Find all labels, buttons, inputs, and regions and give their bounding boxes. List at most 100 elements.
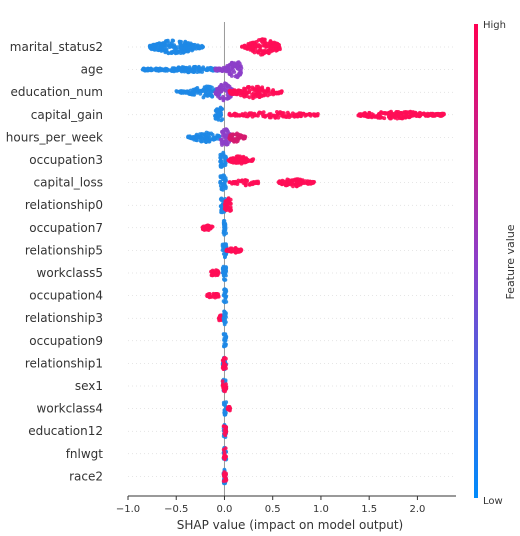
shap-point — [255, 180, 260, 185]
shap-point — [159, 44, 163, 49]
shap-point — [220, 117, 225, 122]
shap-point — [220, 379, 225, 384]
shap-point — [245, 91, 249, 96]
shap-point — [247, 111, 252, 116]
shap-point — [239, 66, 244, 70]
shap-point — [223, 290, 228, 295]
feature-label: occupation3 — [29, 153, 103, 167]
shap-point — [405, 110, 410, 115]
shap-point — [408, 111, 413, 116]
shap-point — [223, 270, 228, 275]
shap-point — [219, 162, 224, 167]
shap-point — [191, 92, 196, 97]
shap-point — [206, 228, 211, 233]
shap-point — [200, 227, 205, 231]
shap-point — [213, 66, 218, 71]
shap-point — [222, 338, 226, 342]
shap-point — [218, 175, 223, 180]
shap-point — [222, 332, 226, 337]
shap-point — [260, 51, 265, 56]
shap-point — [215, 270, 220, 274]
shap-point — [218, 96, 223, 100]
shap-point — [197, 66, 202, 71]
shap-point — [239, 248, 244, 252]
shap-point — [234, 132, 238, 137]
shap-point — [431, 113, 436, 118]
shap-point — [246, 85, 251, 89]
shap-point — [222, 363, 227, 367]
shap-point — [241, 113, 246, 118]
shap-point — [235, 66, 240, 71]
colorbar-gradient — [474, 24, 478, 498]
feature-label: education_num — [11, 85, 103, 99]
shap-point — [273, 47, 278, 51]
shap-point — [231, 68, 236, 72]
shap-point — [224, 127, 229, 132]
shap-point — [280, 182, 285, 187]
shap-point — [240, 45, 244, 49]
shap-point — [193, 89, 198, 94]
shap-point — [258, 37, 263, 42]
shap-point — [226, 405, 231, 410]
feature-label: education12 — [28, 424, 103, 438]
feature-label: capital_gain — [31, 108, 103, 122]
shap-point — [223, 156, 228, 160]
shap-point — [164, 43, 169, 48]
shap-point — [267, 112, 272, 116]
shap-point — [240, 178, 245, 183]
shap-point — [244, 181, 249, 186]
shap-point — [387, 114, 392, 119]
shap-point — [293, 178, 298, 183]
shap-point — [297, 111, 302, 116]
shap-point — [261, 110, 266, 115]
shap-point — [228, 246, 233, 251]
shap-point — [223, 446, 228, 451]
shap-point — [220, 107, 225, 111]
shap-point — [254, 88, 258, 93]
shap-point — [233, 111, 237, 116]
shap-point — [210, 268, 215, 273]
shap-point — [221, 140, 226, 144]
feature-label: fnlwgt — [66, 447, 104, 461]
feature-label: marital_status2 — [10, 40, 103, 54]
shap-point — [242, 87, 247, 92]
shap-point — [211, 137, 216, 142]
shap-point — [251, 96, 255, 101]
shap-point — [169, 50, 174, 54]
shap-point — [235, 180, 240, 185]
shap-point — [221, 173, 226, 178]
shap-point — [221, 188, 225, 192]
shap-point — [234, 154, 239, 159]
x-tick-label: 1.0 — [313, 504, 329, 515]
shap-point — [220, 69, 225, 73]
shap-point — [235, 139, 240, 144]
shap-point — [256, 50, 261, 55]
shap-point — [301, 111, 306, 116]
shap-point — [280, 111, 285, 115]
shap-point — [233, 74, 238, 79]
shap-point — [223, 81, 227, 86]
shap-point — [222, 457, 227, 461]
shap-point — [222, 96, 227, 101]
shap-point — [286, 179, 291, 183]
shap-point — [375, 113, 380, 118]
shap-point — [226, 196, 231, 201]
x-tick-label: 0.0 — [217, 504, 233, 515]
shap-point — [302, 181, 307, 186]
shap-point — [274, 113, 279, 118]
shap-point — [358, 112, 363, 116]
feature-label: occupation9 — [29, 334, 103, 348]
shap-point — [223, 176, 228, 180]
shap-point — [207, 138, 212, 143]
shap-point — [417, 110, 422, 115]
shap-point — [207, 88, 212, 93]
shap-point — [298, 180, 302, 185]
shap-point — [262, 89, 267, 94]
shap-point — [191, 46, 196, 50]
shap-point — [407, 115, 412, 120]
shap-point — [219, 82, 224, 87]
x-tick-label: 2.0 — [409, 504, 425, 515]
shap-point — [252, 113, 257, 118]
shap-point — [371, 113, 376, 118]
shap-point — [243, 178, 248, 182]
